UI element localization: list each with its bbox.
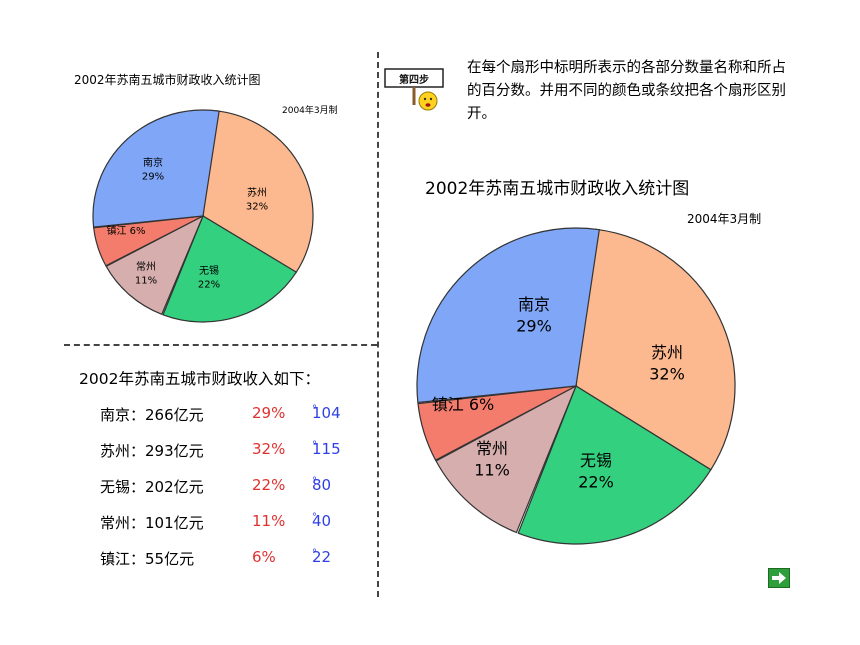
income-degree-value: 80 — [312, 476, 332, 494]
income-degree-value: 40 — [312, 512, 332, 530]
slice-label-name: 常州 — [136, 260, 156, 273]
large-chart-title: 2002年苏南五城市财政收入统计图 — [425, 179, 690, 199]
slice-label-percent: 32% — [649, 365, 685, 384]
income-row: 常州：101亿元 11% 40 ° — [100, 512, 370, 536]
degree-symbol: ° — [312, 404, 317, 415]
income-percent: 11% — [252, 512, 286, 530]
pie-slice — [93, 215, 204, 267]
income-heading: 2002年苏南五城市财政收入如下： — [79, 370, 320, 388]
slice-label-name: 无锡 — [580, 451, 612, 470]
degree-symbol: ° — [312, 440, 317, 451]
sign-label: 第四步 — [399, 73, 429, 86]
large-pie-chart: 南京 29% 苏州 32% 无锡 22% 常州 11% 镇江 6% — [416, 227, 736, 545]
income-row: 镇江：55亿元 6% 22 ° — [100, 548, 370, 572]
income-city: 无锡：202亿元 — [100, 478, 204, 496]
slice-label-name: 苏州 — [247, 186, 267, 199]
pie-slice — [417, 385, 577, 461]
small-pie-chart: 南京 29% 苏州 32% 无锡 22% 常州 11% 镇江 6% — [92, 109, 314, 323]
pie-slice — [517, 385, 712, 545]
next-button[interactable] — [768, 568, 790, 588]
instruction-text: 在每个扇形中标明所表示的各部分数量名称和所占的百分数。并用不同的颜色或条纹把各个… — [467, 60, 786, 122]
slice-label: 镇江 6% — [432, 395, 494, 414]
income-city: 苏州：293亿元 — [100, 442, 204, 460]
signboard-icon: 第四步 — [384, 68, 444, 111]
pie-slice — [92, 109, 220, 228]
income-row: 苏州：293亿元 32% 115 ° — [100, 440, 370, 464]
income-percent: 22% — [252, 476, 286, 494]
pie-slice — [575, 228, 736, 471]
vertical-divider — [377, 52, 379, 597]
pie-slice — [105, 214, 205, 316]
slice-label: 镇江 6% — [106, 224, 145, 237]
pie-slice — [435, 384, 578, 534]
small-chart-date: 2004年3月制 — [282, 106, 338, 116]
income-percent: 29% — [252, 404, 286, 422]
slice-label-percent: 22% — [198, 280, 220, 291]
slice-label-percent: 11% — [474, 461, 510, 480]
slice-label-percent: 11% — [135, 276, 157, 287]
income-row: 南京：266亿元 29% 104 ° — [100, 404, 370, 428]
income-degree-value: 22 — [312, 548, 332, 566]
right-arrow-icon — [772, 572, 786, 584]
slice-label-name: 无锡 — [199, 264, 219, 277]
step-sign: 第四步 — [382, 63, 448, 115]
horizontal-divider — [64, 344, 377, 346]
slice-label-percent: 29% — [142, 172, 164, 183]
small-chart-title: 2002年苏南五城市财政收入统计图 — [74, 73, 261, 87]
degree-symbol: ° — [312, 548, 317, 559]
slice-label-name: 常州 — [476, 439, 508, 458]
slice-label-name: 南京 — [143, 156, 163, 169]
pie-slice — [416, 227, 600, 404]
income-city: 常州：101亿元 — [100, 514, 204, 532]
income-degree-value: 115 — [312, 440, 341, 458]
large-chart-date: 2004年3月制 — [687, 212, 762, 226]
income-percent: 6% — [252, 548, 276, 566]
degree-symbol: ° — [312, 512, 317, 523]
slice-label-name: 南京 — [518, 295, 550, 314]
degree-symbol: ° — [312, 476, 317, 487]
income-percent: 32% — [252, 440, 286, 458]
slice-label-percent: 22% — [578, 473, 614, 492]
income-city: 镇江：55亿元 — [100, 550, 195, 568]
income-row: 无锡：202亿元 22% 80 ° — [100, 476, 370, 500]
income-degree-value: 104 — [312, 404, 341, 422]
income-city: 南京：266亿元 — [100, 406, 204, 424]
slice-label-name: 苏州 — [651, 343, 683, 362]
slice-label-percent: 29% — [516, 317, 552, 336]
slice-label-percent: 32% — [246, 202, 268, 213]
pie-slice — [162, 215, 298, 323]
